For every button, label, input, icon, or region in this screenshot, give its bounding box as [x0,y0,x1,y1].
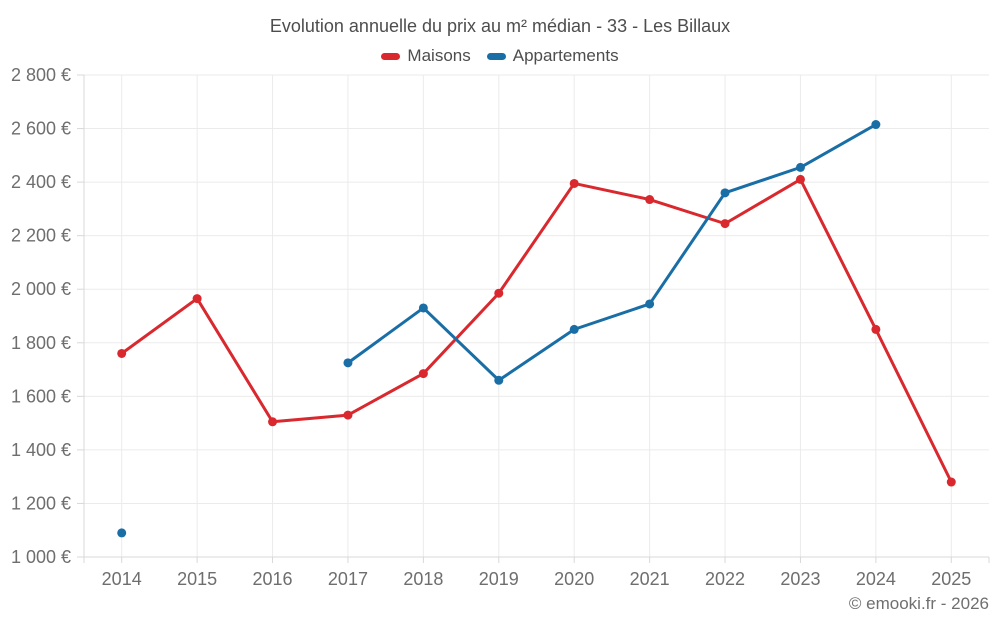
series-line-maisons [120,177,953,484]
x-axis-label: 2019 [479,569,519,589]
x-axis-label: 2016 [253,569,293,589]
data-point-maisons-2014 [117,348,127,358]
y-axis-label: 2 000 € [11,279,71,299]
x-axis-label: 2022 [705,569,745,589]
chart-title: Evolution annuelle du prix au m² médian … [269,16,731,36]
y-axis-label: 1 600 € [11,386,71,406]
y-axis-label: 1 200 € [11,493,71,513]
legend-label-appartements: Appartements [512,46,619,65]
legend-swatch-maisons-icon [381,53,401,60]
data-point-appartements-2022 [720,188,730,198]
data-point-appartements-2024 [871,120,881,130]
series-line-appartements [346,123,878,382]
y-axis-label: 1 000 € [11,547,71,567]
x-axis-label: 2017 [328,569,368,589]
y-axis-label: 2 600 € [11,119,71,139]
data-point-maisons-2023 [795,174,805,184]
data-point-appartements-2017 [343,358,353,368]
data-point-maisons-2016 [268,417,278,427]
y-axis-label: 2 400 € [11,172,71,192]
x-axis-label: 2021 [630,569,670,589]
data-point-maisons-2022 [720,219,730,229]
x-axis-label: 2020 [554,569,594,589]
copyright-watermark: © emooki.fr - 2026 [848,594,989,613]
data-point-maisons-2015 [192,294,202,304]
legend-item-appartements[interactable]: Appartements [486,46,619,66]
data-point-appartements-2021 [645,299,655,309]
x-axis-label: 2024 [856,569,896,589]
y-axis-label: 2 200 € [11,226,71,246]
x-axis-label: 2014 [102,569,142,589]
data-point-maisons-2019 [494,288,504,298]
x-axis-label: 2025 [931,569,971,589]
data-point-appartements-2019 [494,375,504,385]
legend-item-maisons[interactable]: Maisons [381,46,471,66]
data-point-appartements-2018 [418,303,428,313]
data-point-maisons-2017 [343,410,353,420]
data-point-appartements-2023 [795,162,805,172]
y-axis-label: 2 800 € [11,65,71,85]
x-axis-label: 2018 [403,569,443,589]
y-axis-label: 1 800 € [11,333,71,353]
data-point-maisons-2025 [946,477,956,487]
x-axis-label: 2015 [177,569,217,589]
data-point-maisons-2018 [418,369,428,379]
legend-label-maisons: Maisons [407,46,471,65]
data-point-maisons-2024 [871,324,881,334]
x-axis-label: 2023 [780,569,820,589]
y-axis-label: 1 400 € [11,440,71,460]
data-point-maisons-2021 [645,195,655,205]
legend-swatch-appartements-icon [486,53,506,60]
data-point-appartements-2020 [569,324,579,334]
legend: Maisons Appartements [0,46,1000,66]
data-point-maisons-2020 [569,178,579,188]
data-point-appartements-2014 [117,528,127,538]
